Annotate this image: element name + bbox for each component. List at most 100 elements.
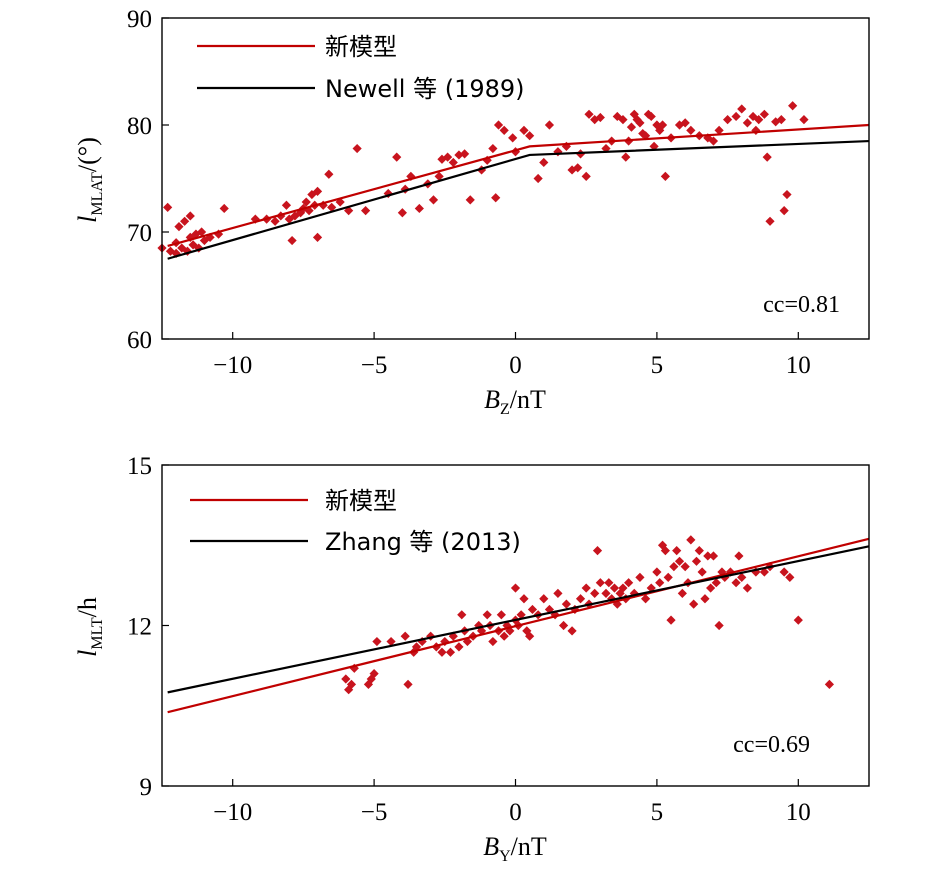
data-point	[742, 118, 752, 128]
data-point	[567, 626, 577, 636]
data-point	[361, 206, 371, 216]
data-point	[621, 152, 631, 162]
data-point	[522, 626, 532, 636]
data-point	[443, 152, 453, 162]
data-point	[751, 125, 761, 135]
data-point	[505, 626, 515, 636]
data-point	[779, 567, 789, 577]
x-tick-label: 10	[786, 352, 811, 379]
data-point	[426, 631, 436, 641]
y-axis-label-symbol: l	[73, 650, 102, 657]
x-axis-label-subscript: Y	[499, 848, 511, 865]
data-point	[615, 588, 625, 598]
data-point	[527, 604, 538, 615]
data-point	[400, 631, 410, 641]
data-point	[544, 604, 555, 615]
cc-annotation: cc=0.81	[763, 292, 840, 318]
data-point	[742, 583, 752, 593]
y-axis-label-subscript: MLT	[89, 617, 106, 650]
data-point	[581, 583, 591, 593]
data-point	[525, 131, 535, 141]
data-point	[324, 169, 334, 179]
data-point	[595, 578, 605, 588]
data-point	[196, 227, 207, 237]
data-point	[759, 567, 769, 577]
data-point	[666, 615, 676, 625]
data-point	[646, 583, 656, 593]
data-point	[462, 636, 473, 647]
data-point	[499, 631, 509, 641]
data-point	[544, 120, 555, 130]
data-point	[618, 583, 628, 593]
data-point	[703, 551, 713, 561]
y-axis-label-unit: /h	[73, 597, 102, 617]
data-point	[525, 631, 535, 641]
x-tick-label: 10	[786, 799, 811, 826]
data-point	[799, 115, 809, 125]
data-point	[793, 615, 803, 625]
data-point	[584, 109, 594, 119]
data-point	[655, 578, 665, 588]
data-point	[759, 109, 769, 119]
x-tick-label: −5	[361, 352, 388, 379]
data-point	[493, 120, 504, 130]
data-point	[694, 546, 704, 556]
x-tick-label: −5	[361, 799, 388, 826]
y-tick-label: 80	[127, 113, 152, 140]
data-point	[411, 642, 422, 652]
data-point	[660, 171, 670, 181]
data-point	[686, 125, 696, 135]
data-point	[640, 594, 651, 604]
x-axis-label: BY/nT	[483, 832, 547, 865]
data-point	[765, 216, 775, 226]
data-point	[788, 101, 798, 111]
data-point	[672, 546, 682, 556]
x-axis-label-subscript: Z	[500, 401, 510, 418]
data-point	[708, 551, 719, 561]
data-point	[782, 189, 792, 200]
data-point	[386, 636, 396, 647]
y-tick-label: 60	[127, 327, 152, 354]
data-point	[652, 567, 662, 577]
data-point	[174, 222, 184, 232]
x-tick-label: 5	[651, 352, 664, 379]
data-point	[496, 610, 506, 620]
data-point	[417, 636, 427, 647]
data-point	[304, 206, 314, 216]
data-point	[539, 157, 549, 168]
y-tick-label: 70	[127, 220, 152, 247]
data-point	[372, 636, 382, 647]
data-point	[618, 115, 628, 125]
chart-top-ticks: −10 −5 0 5 10 60 70 80 90	[127, 6, 811, 379]
chart-bottom-marks	[167, 535, 870, 714]
chart-bottom: −10 −5 0 5 10 9 12 15 新模型 Zhang 等 (2013) cc=0.6…	[73, 453, 870, 865]
y-tick-label: 12	[127, 614, 152, 641]
data-point	[601, 588, 611, 598]
data-point	[680, 118, 690, 128]
data-point	[488, 143, 498, 154]
data-point	[553, 588, 563, 598]
legend-label-reference: Newell 等 (1989)	[325, 75, 525, 103]
data-point	[482, 610, 492, 620]
data-point	[163, 202, 173, 212]
chart-top-frame	[161, 17, 870, 340]
data-point	[346, 679, 357, 689]
data-point	[561, 599, 572, 609]
data-point	[465, 195, 475, 205]
data-point	[646, 111, 656, 122]
data-point	[510, 583, 521, 593]
chart-top-marks	[157, 101, 870, 260]
data-point	[454, 642, 464, 652]
data-point	[539, 594, 549, 604]
data-point	[754, 115, 764, 125]
data-point	[604, 578, 614, 588]
data-point	[573, 163, 583, 173]
y-tick-label: 9	[140, 774, 153, 801]
data-point	[295, 208, 306, 218]
data-point	[414, 203, 424, 214]
data-point	[558, 620, 569, 631]
data-point	[717, 567, 727, 577]
data-point	[776, 115, 786, 125]
data-point	[663, 572, 673, 582]
data-point	[508, 133, 518, 143]
